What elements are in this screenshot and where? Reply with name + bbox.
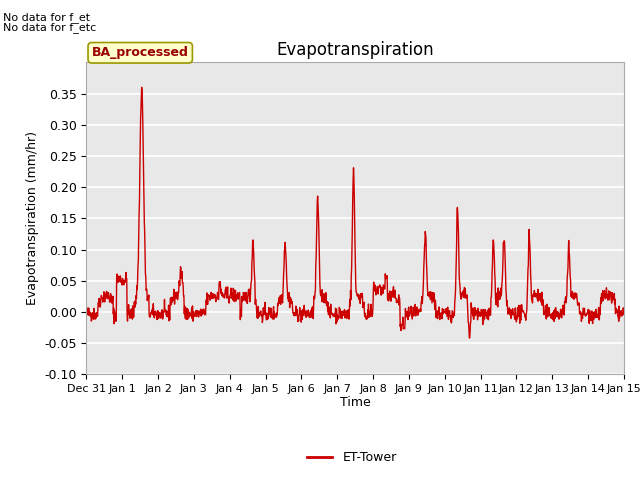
Text: No data for f_etc: No data for f_etc (3, 22, 97, 33)
Y-axis label: Evapotranspiration (mm/hr): Evapotranspiration (mm/hr) (26, 132, 38, 305)
Title: Evapotranspiration: Evapotranspiration (276, 41, 434, 60)
X-axis label: Time: Time (340, 396, 371, 408)
Text: BA_processed: BA_processed (92, 46, 189, 59)
Text: No data for f_et: No data for f_et (3, 12, 90, 23)
Legend: ET-Tower: ET-Tower (302, 446, 402, 469)
